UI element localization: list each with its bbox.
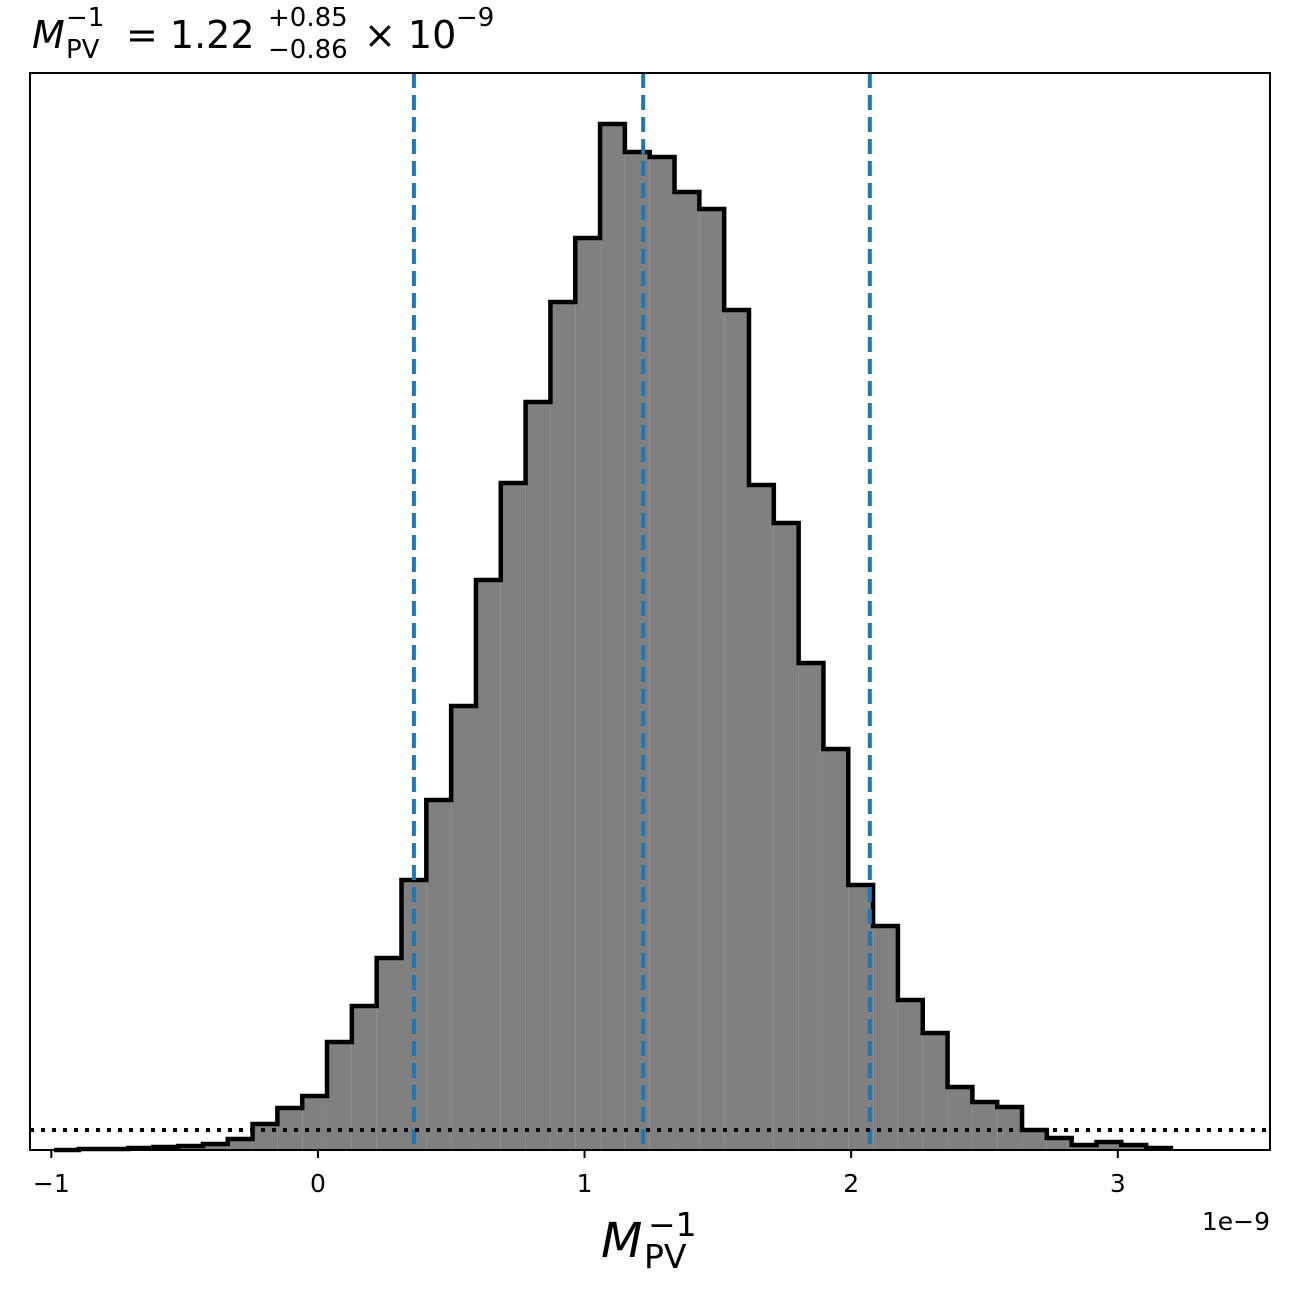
x-tick-label: 1 (577, 1169, 593, 1198)
bar (600, 124, 625, 1150)
bar (1121, 1145, 1147, 1150)
bar (873, 926, 898, 1150)
x-tick-label: 2 (843, 1169, 859, 1198)
x-tick-label: 3 (1110, 1169, 1126, 1198)
histogram-outline (53, 121, 1174, 1153)
title-superscript: −1 (66, 3, 104, 33)
x-axis-label: M PV −1 (601, 1205, 697, 1276)
bar (327, 1042, 352, 1150)
bar (252, 1124, 278, 1150)
bar (525, 402, 551, 1150)
bar (500, 483, 526, 1150)
bar (624, 152, 650, 1150)
bar (972, 1102, 998, 1150)
bar (674, 192, 700, 1150)
bar (823, 749, 849, 1150)
chart-title: M PV −1 = 1.22 +0.85 −0.86 × 10 −9 (32, 3, 494, 65)
bar (227, 1139, 253, 1150)
title-upper-error: +0.85 (268, 3, 348, 33)
title-subscript: PV (66, 35, 100, 65)
x-offset-label: 1e−9 (1202, 1207, 1270, 1236)
bar (202, 1144, 228, 1150)
bar (897, 1000, 923, 1150)
title-value: = 1.22 (126, 13, 255, 57)
bar (1071, 1145, 1097, 1150)
bar (1046, 1138, 1072, 1150)
bar (451, 706, 476, 1150)
bar (649, 157, 675, 1150)
bar (748, 485, 774, 1150)
bar (475, 580, 501, 1150)
xlabel-superscript: −1 (648, 1205, 697, 1244)
bar (848, 885, 874, 1150)
bar (724, 310, 749, 1150)
title-exponent: −9 (456, 3, 494, 33)
title-symbol: M (32, 13, 65, 57)
bar (550, 302, 576, 1150)
xlabel-symbol: M (601, 1213, 642, 1269)
bar (277, 1108, 303, 1150)
bar (575, 238, 601, 1150)
bar (947, 1087, 973, 1150)
bar (798, 663, 824, 1150)
bar (773, 523, 799, 1150)
bar (699, 209, 725, 1150)
bar (922, 1033, 948, 1150)
x-tick-label: 0 (310, 1169, 326, 1198)
xlabel-subscript: PV (644, 1237, 687, 1276)
bar (376, 958, 402, 1150)
bar (401, 880, 427, 1150)
title-scale: × 10 (364, 13, 456, 57)
plot-frame (29, 72, 1271, 1151)
bar (426, 800, 452, 1150)
title-lower-error: −0.86 (268, 35, 348, 65)
bar (1096, 1142, 1122, 1150)
bar (351, 1006, 377, 1150)
bar (302, 1096, 328, 1150)
x-tick-label: −1 (33, 1169, 70, 1198)
bar (1022, 1130, 1047, 1150)
